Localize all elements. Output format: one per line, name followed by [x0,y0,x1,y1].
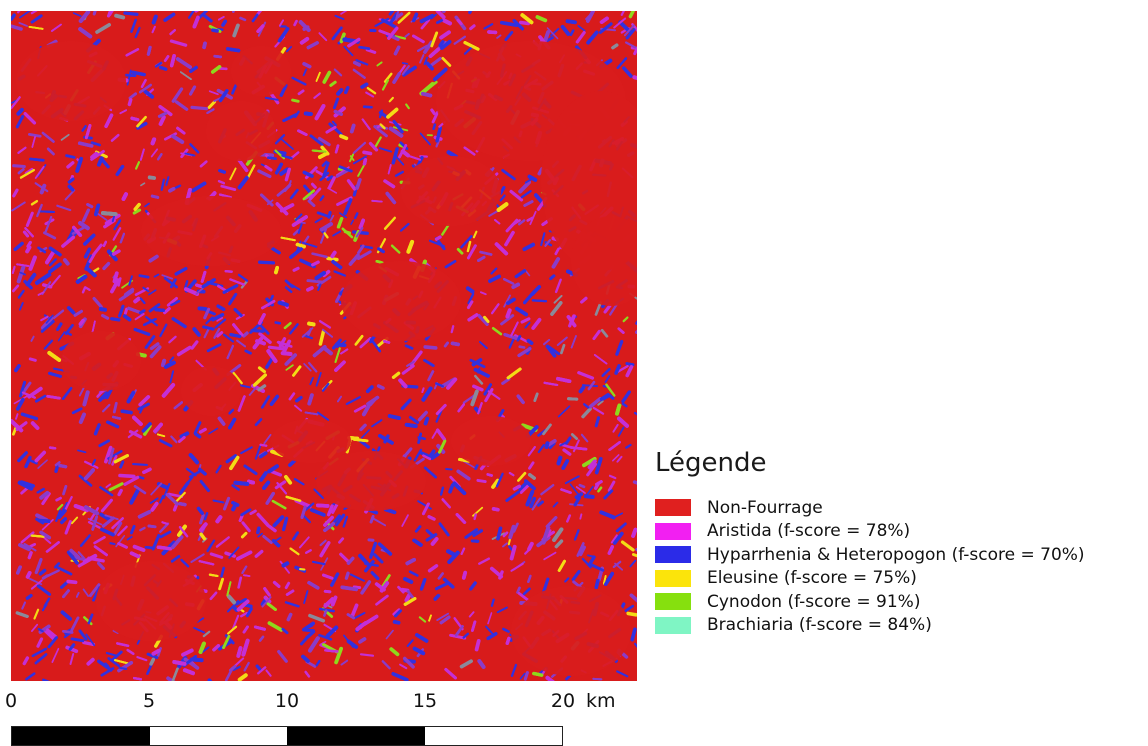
legend-title: Légende [655,448,1145,478]
legend-swatch [655,593,691,610]
scale-unit: km [586,690,616,712]
scale-tick-20: 20 [551,690,575,712]
legend-label: Aristida (f-score = 78%) [707,521,910,541]
legend-item: Eleusine (f-score = 75%) [655,567,1145,591]
scale-bar: 0 5 10 15 20 km [0,690,640,740]
scale-tick-0: 0 [5,690,17,712]
legend-label: Eleusine (f-score = 75%) [707,568,917,588]
legend-item: Cynodon (f-score = 91%) [655,590,1145,614]
scale-segment-1 [12,727,150,745]
land-cover-map [11,11,637,681]
legend-swatch [655,546,691,563]
legend-swatch [655,499,691,516]
classification-raster [11,11,637,681]
scale-tick-15: 15 [413,690,437,712]
legend-item: Non-Fourrage [655,496,1145,520]
legend-item: Hyparrhenia & Heteropogon (f-score = 70%… [655,543,1145,567]
legend-label: Non-Fourrage [707,498,823,518]
legend-swatch [655,617,691,634]
scale-tick-10: 10 [275,690,299,712]
legend-items: Non-Fourrage Aristida (f-score = 78%) Hypa… [655,496,1145,637]
legend-label: Cynodon (f-score = 91%) [707,592,920,612]
legend-swatch [655,570,691,587]
scale-tick-5: 5 [143,690,155,712]
scale-segment-4 [425,727,563,745]
legend-label: Hyparrhenia & Heteropogon (f-score = 70%… [707,545,1085,565]
legend-swatch [655,523,691,540]
scale-segment-3 [287,727,425,745]
scale-segment-2 [150,727,288,745]
legend-item: Aristida (f-score = 78%) [655,520,1145,544]
legend-label: Brachiaria (f-score = 84%) [707,615,932,635]
legend: Légende Non-Fourrage Aristida (f-score = … [655,448,1145,637]
legend-item: Brachiaria (f-score = 84%) [655,614,1145,638]
scale-bar-segments [11,726,563,746]
